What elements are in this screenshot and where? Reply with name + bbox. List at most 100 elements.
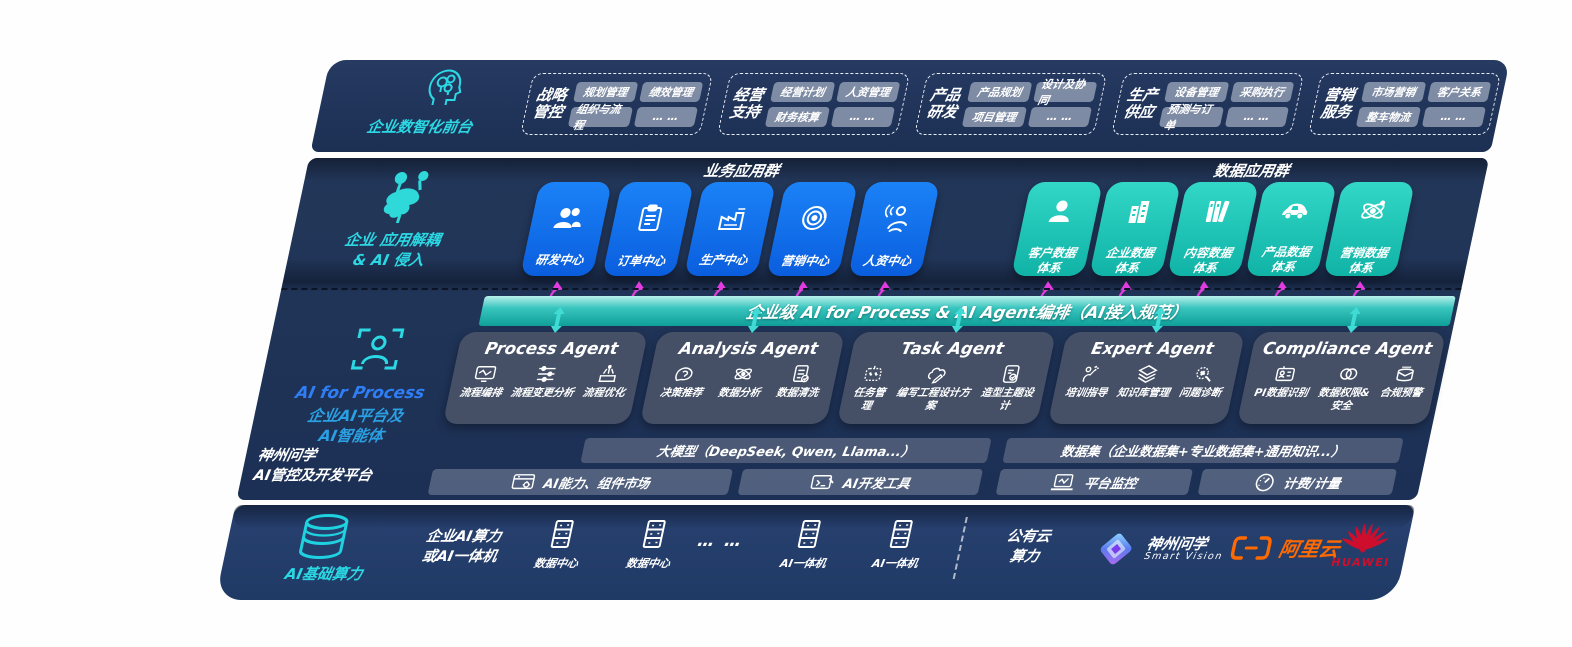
chip: 经营计划 bbox=[770, 81, 835, 102]
chip: 设计及协同 bbox=[1032, 78, 1098, 107]
vendor-name: HUAWEI bbox=[1329, 556, 1392, 569]
agent-item-label: 流程编排 bbox=[458, 387, 503, 399]
server-icon bbox=[636, 519, 672, 549]
ai-devtools-cell: AI开发工具 bbox=[737, 469, 984, 495]
front-layer-label: 企业数智化前台 bbox=[365, 118, 475, 136]
chip: 财务核算 bbox=[764, 106, 830, 127]
agent-title: Analysis Agent bbox=[677, 339, 820, 358]
group-title: 战略 管控 bbox=[531, 85, 569, 121]
agent-item-label: 知识库管理 bbox=[1115, 387, 1171, 399]
card-label: 订单中心 bbox=[615, 254, 667, 268]
diagram-panel: 企业数智化前台 战略 管控 规划管理 绩效管理 组织与流程 … … 经营 支持 … bbox=[215, 60, 1510, 600]
ai-capability-cell: AI能力、组件市场 bbox=[427, 469, 734, 495]
monitor-wave-icon bbox=[472, 364, 498, 384]
team-icon bbox=[547, 190, 589, 246]
scan-person-icon bbox=[347, 324, 408, 374]
card-label: 研发中心 bbox=[533, 253, 585, 267]
card-label: 生产中心 bbox=[697, 253, 749, 267]
agent-item-label: 造型主题设计 bbox=[979, 387, 1035, 412]
expert-agent-card: Expert Agent 培训指导 知识库管理 问题诊断 bbox=[1047, 307, 1246, 424]
atom-icon bbox=[1354, 183, 1392, 239]
dashed-separator bbox=[281, 288, 1462, 290]
agent-item-label: 问题诊断 bbox=[1178, 387, 1223, 399]
server-icon bbox=[883, 519, 919, 549]
front-group-production: 生产 供应 设备管理 采购执行 预测与订单 … … bbox=[1111, 73, 1305, 135]
ai-platform-label: 企业AI平台及 AI智能体 bbox=[305, 407, 405, 446]
group-title: 生产 供应 bbox=[1122, 85, 1160, 121]
business-apps-title: 业务应用群 bbox=[701, 162, 781, 180]
training-icon bbox=[1077, 364, 1103, 384]
doc-clean-icon bbox=[788, 364, 814, 384]
shenzhou-diamond-icon bbox=[1089, 527, 1142, 571]
node-datacenter-2: 数据中心 bbox=[603, 519, 700, 571]
group-title: 营销 服务 bbox=[1319, 85, 1357, 121]
model-block: 大模型（DeepSeek, Qwen, Llama...） AI能力、组件市场 … bbox=[427, 438, 992, 495]
chip: 采购执行 bbox=[1229, 81, 1295, 102]
card-rnd-center: 研发中心 bbox=[520, 182, 613, 324]
card-label: 产品数据 体系 bbox=[1260, 244, 1312, 274]
middle-layer: 企业 应用解耦 & AI 侵入 AI for Process 企业AI平台及 A… bbox=[236, 158, 1490, 500]
chip: … … bbox=[1224, 106, 1290, 127]
card-customer-data: 客户数据 体系 bbox=[1011, 182, 1104, 324]
ai-for-process-label: AI for Process bbox=[293, 383, 427, 402]
building-icon bbox=[1120, 183, 1158, 239]
card-label: 营销中心 bbox=[779, 254, 831, 268]
clipboard-icon bbox=[631, 189, 669, 247]
agent-item-label: 数据分析 bbox=[716, 387, 762, 399]
cyan-double-arrow-icon bbox=[744, 307, 766, 333]
agent-item-label: 编写工程设计方案 bbox=[895, 387, 972, 412]
chip: 预测与订单 bbox=[1158, 103, 1224, 132]
robot-grid-icon bbox=[860, 364, 886, 384]
node-label: AI一体机 bbox=[778, 557, 828, 570]
analysis-agent-card: Analysis Agent 决策推荐 数据分析 数据清洗 bbox=[639, 307, 846, 424]
cyan-double-arrow-icon bbox=[948, 307, 970, 333]
card-content-data: 内容数据 体系 bbox=[1167, 182, 1260, 324]
app-layer-label: 企业 应用解耦 & AI 侵入 bbox=[343, 231, 443, 270]
vendor-name: 神州问学 bbox=[1145, 534, 1210, 553]
node-ai-machine-1: AI一体机 bbox=[758, 519, 855, 571]
card-product-data: 产品数据 体系 bbox=[1245, 182, 1338, 324]
agent-item-label: 培训指导 bbox=[1063, 387, 1109, 399]
agent-title: Compliance Agent bbox=[1261, 339, 1435, 358]
optimize-icon bbox=[595, 364, 621, 384]
cloud-edit-icon bbox=[924, 364, 950, 384]
cell-label: 计费/计量 bbox=[1281, 476, 1342, 492]
ellipsis-nodes: … … bbox=[695, 531, 746, 551]
target-icon bbox=[794, 189, 834, 247]
card-enterprise-data: 企业数据 体系 bbox=[1089, 182, 1182, 324]
chip: … … bbox=[633, 106, 699, 127]
agent-item-label: 合规预警 bbox=[1378, 387, 1424, 399]
node-label: AI一体机 bbox=[870, 557, 920, 570]
database-icon bbox=[290, 513, 358, 561]
process-agent-card: Process Agent 流程编排 流程变更分析 流程优化 bbox=[442, 307, 649, 424]
chip: … … bbox=[1027, 106, 1093, 127]
agents-row: Process Agent 流程编排 流程变更分析 流程优化 Analysis … bbox=[442, 307, 1447, 424]
card-hr-center: 人资中心 bbox=[848, 182, 941, 324]
agent-title: Process Agent bbox=[483, 339, 621, 358]
chip: 客户关系 bbox=[1426, 81, 1492, 102]
card-order-center: 订单中心 bbox=[602, 182, 695, 324]
chip: 组织与流程 bbox=[567, 103, 633, 132]
card-marketing-center: 营销中心 bbox=[766, 182, 859, 324]
agent-item-label: 流程变更分析 bbox=[509, 387, 575, 399]
vertical-divider bbox=[952, 517, 968, 579]
chip: 规划管理 bbox=[573, 81, 638, 102]
chip: 设备管理 bbox=[1164, 81, 1229, 102]
group-title: 产品 研发 bbox=[925, 85, 963, 121]
cell-label: 平台监控 bbox=[1082, 476, 1138, 492]
data-apps-title: 数据应用群 bbox=[1211, 162, 1291, 180]
chip: 整车物流 bbox=[1355, 106, 1421, 127]
books-icon bbox=[1198, 183, 1236, 239]
digital-head-icon bbox=[417, 65, 471, 113]
node-label: 数据中心 bbox=[532, 557, 580, 570]
chip: 项目管理 bbox=[961, 106, 1027, 127]
diagnose-icon bbox=[1191, 364, 1217, 384]
agent-item-label: 任务管理 bbox=[852, 387, 887, 412]
front-group-operation: 经营 支持 经营计划 人资管理 财务核算 … … bbox=[717, 73, 911, 135]
vendor-subtitle: Smart Vision bbox=[1143, 551, 1224, 563]
server-icon bbox=[544, 519, 580, 549]
front-group-product: 产品 研发 产品规划 设计及协同 项目管理 … … bbox=[914, 73, 1108, 135]
model-header: 大模型（DeepSeek, Qwen, Llama...） bbox=[580, 438, 992, 463]
agent-item-label: PI数据识别 bbox=[1253, 387, 1310, 399]
id-card-icon bbox=[1272, 364, 1298, 384]
